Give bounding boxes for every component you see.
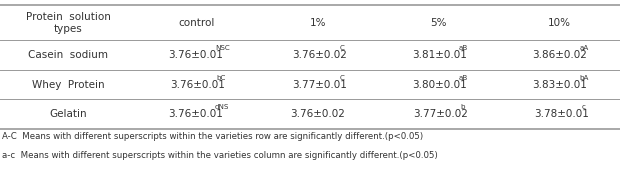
Text: 3.80±0.01: 3.80±0.01 — [412, 80, 466, 90]
Text: 3.81±0.01: 3.81±0.01 — [412, 50, 466, 60]
Text: 3.76±0.01: 3.76±0.01 — [170, 80, 224, 90]
Text: 3.86±0.02: 3.86±0.02 — [533, 50, 587, 60]
Text: b: b — [460, 104, 465, 110]
Text: Casein  sodium: Casein sodium — [28, 50, 108, 60]
Text: 10%: 10% — [548, 18, 571, 28]
Text: aA: aA — [580, 45, 589, 51]
Text: 3.77±0.01: 3.77±0.01 — [293, 80, 347, 90]
Text: C: C — [339, 45, 344, 51]
Text: bA: bA — [580, 75, 589, 81]
Text: 3.76±0.02: 3.76±0.02 — [290, 109, 345, 119]
Text: c: c — [581, 104, 585, 110]
Text: 3.83±0.01: 3.83±0.01 — [533, 80, 587, 90]
Text: 3.77±0.02: 3.77±0.02 — [414, 109, 468, 119]
Text: NSC: NSC — [215, 45, 230, 51]
Text: 5%: 5% — [430, 18, 447, 28]
Text: A-C  Means with different superscripts within the varieties row are significantl: A-C Means with different superscripts wi… — [2, 132, 423, 141]
Text: a-c  Means with different superscripts within the varieties column are significa: a-c Means with different superscripts wi… — [2, 151, 438, 160]
Text: 3.76±0.01: 3.76±0.01 — [168, 50, 223, 60]
Text: bC: bC — [217, 75, 226, 81]
Text: 1%: 1% — [309, 18, 326, 28]
Text: aB: aB — [459, 75, 468, 81]
Text: Whey  Protein: Whey Protein — [32, 80, 105, 90]
Text: 3.76±0.01: 3.76±0.01 — [168, 109, 223, 119]
Text: Gelatin: Gelatin — [50, 109, 87, 119]
Text: 3.76±0.02: 3.76±0.02 — [293, 50, 347, 60]
Text: control: control — [179, 18, 215, 28]
Text: dNS: dNS — [215, 104, 229, 110]
Text: aB: aB — [459, 45, 468, 51]
Text: Protein  solution
types: Protein solution types — [26, 12, 110, 34]
Text: 3.78±0.01: 3.78±0.01 — [534, 109, 589, 119]
Text: C: C — [339, 75, 344, 81]
